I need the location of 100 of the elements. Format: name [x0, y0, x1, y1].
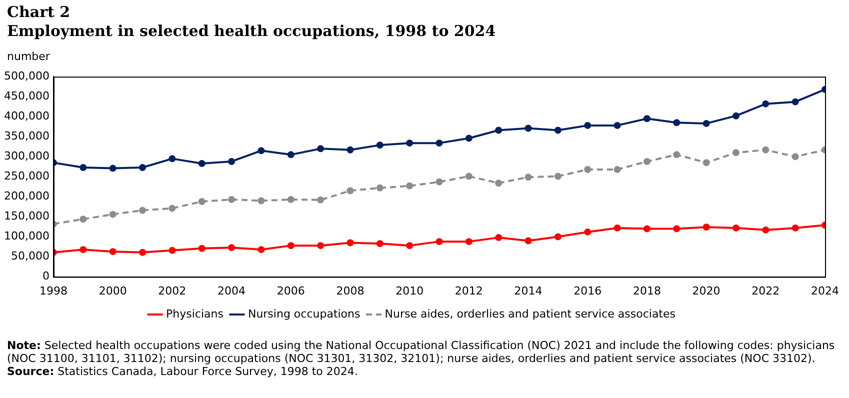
- point: [406, 182, 414, 190]
- point: [614, 166, 621, 173]
- point: [436, 140, 443, 147]
- y-tick-label: 400,000: [4, 110, 50, 122]
- point: [168, 155, 176, 162]
- x-tick-label: 2018: [632, 284, 661, 298]
- y-tick-label: 250,000: [4, 170, 50, 183]
- point: [287, 196, 294, 204]
- point: [317, 242, 324, 250]
- y-tick-label: 300,000: [4, 150, 50, 163]
- point: [792, 153, 799, 160]
- point: [198, 244, 206, 252]
- point: [554, 233, 562, 240]
- y-tick-label: 500,000: [4, 69, 50, 82]
- x-tick-label: 2002: [158, 284, 186, 298]
- point: [524, 124, 532, 132]
- y-tick-label: 0: [42, 270, 50, 283]
- y-tick-label: 350,000: [4, 130, 50, 143]
- point: [109, 248, 116, 256]
- point: [465, 238, 472, 246]
- point: [376, 184, 384, 192]
- x-tick-label: 2016: [574, 284, 602, 298]
- point: [495, 180, 502, 187]
- point: [228, 196, 236, 204]
- point: [228, 244, 236, 252]
- point: [465, 172, 472, 180]
- x-tick-label: 2010: [396, 284, 424, 298]
- point: [228, 158, 236, 165]
- point: [584, 166, 592, 173]
- x-tick-label: 2006: [276, 284, 305, 298]
- point: [732, 149, 740, 156]
- legend-label: Nurse aides, orderlies and patient service associates: [384, 307, 676, 320]
- x-tick-label: 2020: [692, 284, 720, 298]
- point: [762, 226, 770, 234]
- point: [584, 122, 592, 129]
- point: [376, 142, 384, 149]
- point: [436, 178, 443, 186]
- point: [80, 164, 87, 171]
- point: [80, 246, 87, 254]
- y-tick-label: 450,000: [4, 89, 50, 102]
- point: [287, 242, 294, 250]
- y-tick-label: 150,000: [4, 210, 50, 223]
- y-tick-label: 200,000: [4, 190, 50, 203]
- x-tick-label: 2008: [336, 284, 364, 298]
- legend-label: Physicians: [166, 307, 224, 320]
- point: [643, 115, 650, 122]
- point: [168, 246, 176, 254]
- x-tick-label: 1998: [39, 284, 68, 298]
- point: [436, 238, 443, 246]
- point: [673, 119, 680, 126]
- point: [80, 216, 87, 223]
- point: [584, 228, 592, 236]
- x-tick-label: 2000: [98, 284, 127, 298]
- point: [732, 224, 740, 232]
- point: [139, 164, 146, 171]
- point: [406, 242, 414, 250]
- point: [198, 160, 206, 167]
- point: [495, 126, 502, 134]
- x-tick-label: 2022: [752, 284, 780, 298]
- point: [287, 151, 294, 158]
- point: [258, 197, 265, 204]
- point: [109, 210, 116, 218]
- point: [643, 158, 650, 165]
- point: [258, 147, 265, 154]
- point: [614, 122, 621, 129]
- point: [495, 234, 502, 242]
- point: [762, 146, 770, 154]
- point: [258, 246, 265, 254]
- point: [554, 126, 562, 134]
- point: [109, 164, 116, 172]
- point: [732, 112, 740, 120]
- point: [702, 120, 710, 127]
- point: [198, 198, 206, 206]
- point: [643, 225, 650, 232]
- y-tick-label: 100,000: [4, 230, 50, 243]
- point: [702, 224, 710, 231]
- point: [376, 240, 384, 248]
- point: [346, 239, 354, 246]
- point: [524, 237, 532, 244]
- point: [673, 151, 680, 158]
- point: [792, 224, 799, 232]
- text: Note: Selected health occupations were coded using the National Occupational Classification (NOC) 2021 and include the following codes: physicians (NOC 31100, 31101, 31102); nursing occupations (NOC 31301, 31302, 32101); nurse aides, orderlies and patient service associates (NOC 33102).: [7, 339, 836, 365]
- point: [346, 187, 354, 194]
- x-tick-label: 2004: [218, 284, 246, 298]
- point: [702, 159, 710, 166]
- x-tick-label: 2024: [811, 284, 839, 298]
- legend-label: Nursing occupations: [248, 307, 361, 320]
- y-axis-title: number: [7, 50, 50, 63]
- point: [317, 145, 324, 152]
- point: [139, 206, 146, 214]
- y-tick-label: 50,000: [10, 250, 50, 263]
- point: [168, 204, 176, 212]
- point: [554, 172, 562, 180]
- point: [317, 196, 324, 204]
- point: [614, 224, 621, 232]
- point: [139, 248, 146, 256]
- point: [524, 174, 532, 181]
- point: [346, 146, 354, 154]
- chart-subtitle: Employment in selected health occupations, 1998 to 2024: [7, 22, 496, 41]
- point: [673, 225, 680, 232]
